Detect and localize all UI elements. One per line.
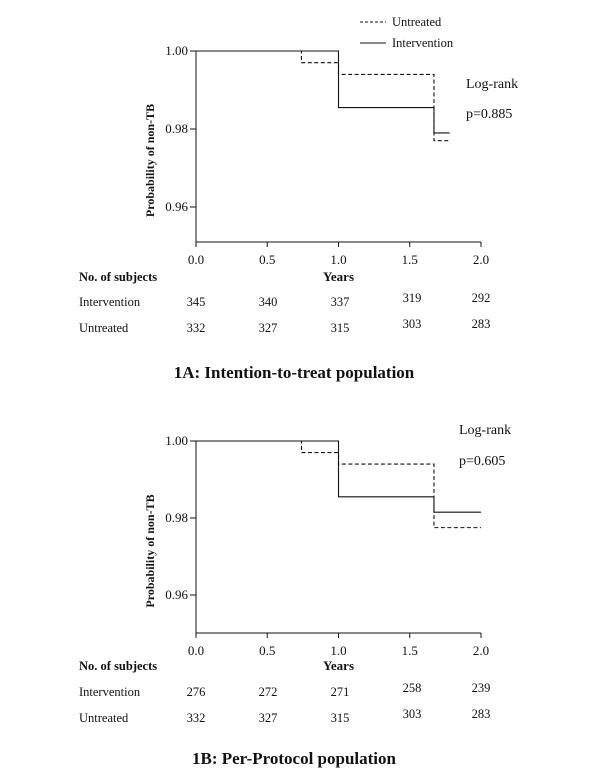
risk-cell: 332: [187, 321, 206, 335]
y-tick-label: 0.98: [165, 510, 188, 525]
risk-cell: 319: [403, 291, 422, 305]
risk-row-label: Untreated: [79, 321, 129, 335]
risk-cell: 327: [259, 711, 278, 725]
legend-label-untreated: Untreated: [392, 15, 442, 29]
risk-cell: 315: [331, 711, 350, 725]
risk-row-label: Untreated: [79, 711, 129, 725]
risk-table-title: No. of subjects: [79, 270, 157, 284]
logrank-label: Log-rank: [459, 423, 511, 438]
x-tick-label: 1.5: [402, 643, 418, 658]
series-line-untreated: [196, 50, 450, 142]
x-tick-label: 2.0: [473, 643, 489, 658]
x-tick-label: 1.0: [330, 252, 346, 267]
logrank-label: Log-rank: [466, 77, 518, 92]
y-tick-label: 0.98: [165, 121, 188, 136]
risk-cell: 315: [331, 321, 350, 335]
risk-cell: 327: [259, 321, 278, 335]
y-axis-label: Probability of non-TB: [143, 494, 157, 607]
risk-row-label: Intervention: [79, 295, 141, 309]
chart-panel-b: 1.00 0.98 0.96 0.0 0.5 1.0 1.5 2.0 Probability o…: [79, 423, 511, 768]
series-line-intervention: [196, 440, 481, 513]
legend-label-intervention: Intervention: [392, 36, 454, 50]
x-tick-label: 0.5: [259, 643, 275, 658]
y-tick-label: 1.00: [165, 43, 188, 58]
risk-cell: 239: [472, 681, 491, 695]
x-tick-label: 0.0: [188, 252, 204, 267]
risk-cell: 276: [187, 685, 206, 699]
chart-panel-a: 1.00 0.98 0.96 0.0 0.5 1.0 1.5 2.0 Probability o…: [79, 15, 518, 382]
risk-cell: 292: [472, 291, 491, 305]
risk-cell: 303: [403, 317, 422, 331]
risk-cell: 337: [331, 295, 350, 309]
risk-table-title: No. of subjects: [79, 659, 157, 673]
x-tick-label: 2.0: [473, 252, 489, 267]
risk-cell: 283: [472, 707, 491, 721]
risk-cell: 303: [403, 707, 422, 721]
risk-cell: 340: [259, 295, 278, 309]
risk-cell: 332: [187, 711, 206, 725]
x-tick-label: 0.0: [188, 643, 204, 658]
x-tick-label: 1.5: [402, 252, 418, 267]
y-tick-label: 1.00: [165, 433, 188, 448]
y-axis-label: Probability of non-TB: [143, 104, 157, 217]
x-axis-label: Years: [323, 658, 354, 673]
x-tick-label: 1.0: [330, 643, 346, 658]
risk-cell: 258: [403, 681, 422, 695]
risk-cell: 272: [259, 685, 278, 699]
series-line-intervention: [196, 50, 450, 134]
y-tick-label: 0.96: [165, 199, 188, 214]
risk-cell: 271: [331, 685, 350, 699]
risk-cell: 283: [472, 317, 491, 331]
x-tick-label: 0.5: [259, 252, 275, 267]
legend: Untreated Intervention: [360, 15, 454, 50]
panel-caption: 1B: Per-Protocol population: [192, 749, 397, 768]
p-value-label: p=0.605: [459, 454, 505, 469]
x-axis-label: Years: [323, 269, 354, 284]
risk-row-label: Intervention: [79, 685, 141, 699]
y-tick-label: 0.96: [165, 587, 188, 602]
risk-cell: 345: [187, 295, 206, 309]
p-value-label: p=0.885: [466, 107, 512, 122]
panel-caption: 1A: Intention-to-treat population: [174, 363, 415, 382]
